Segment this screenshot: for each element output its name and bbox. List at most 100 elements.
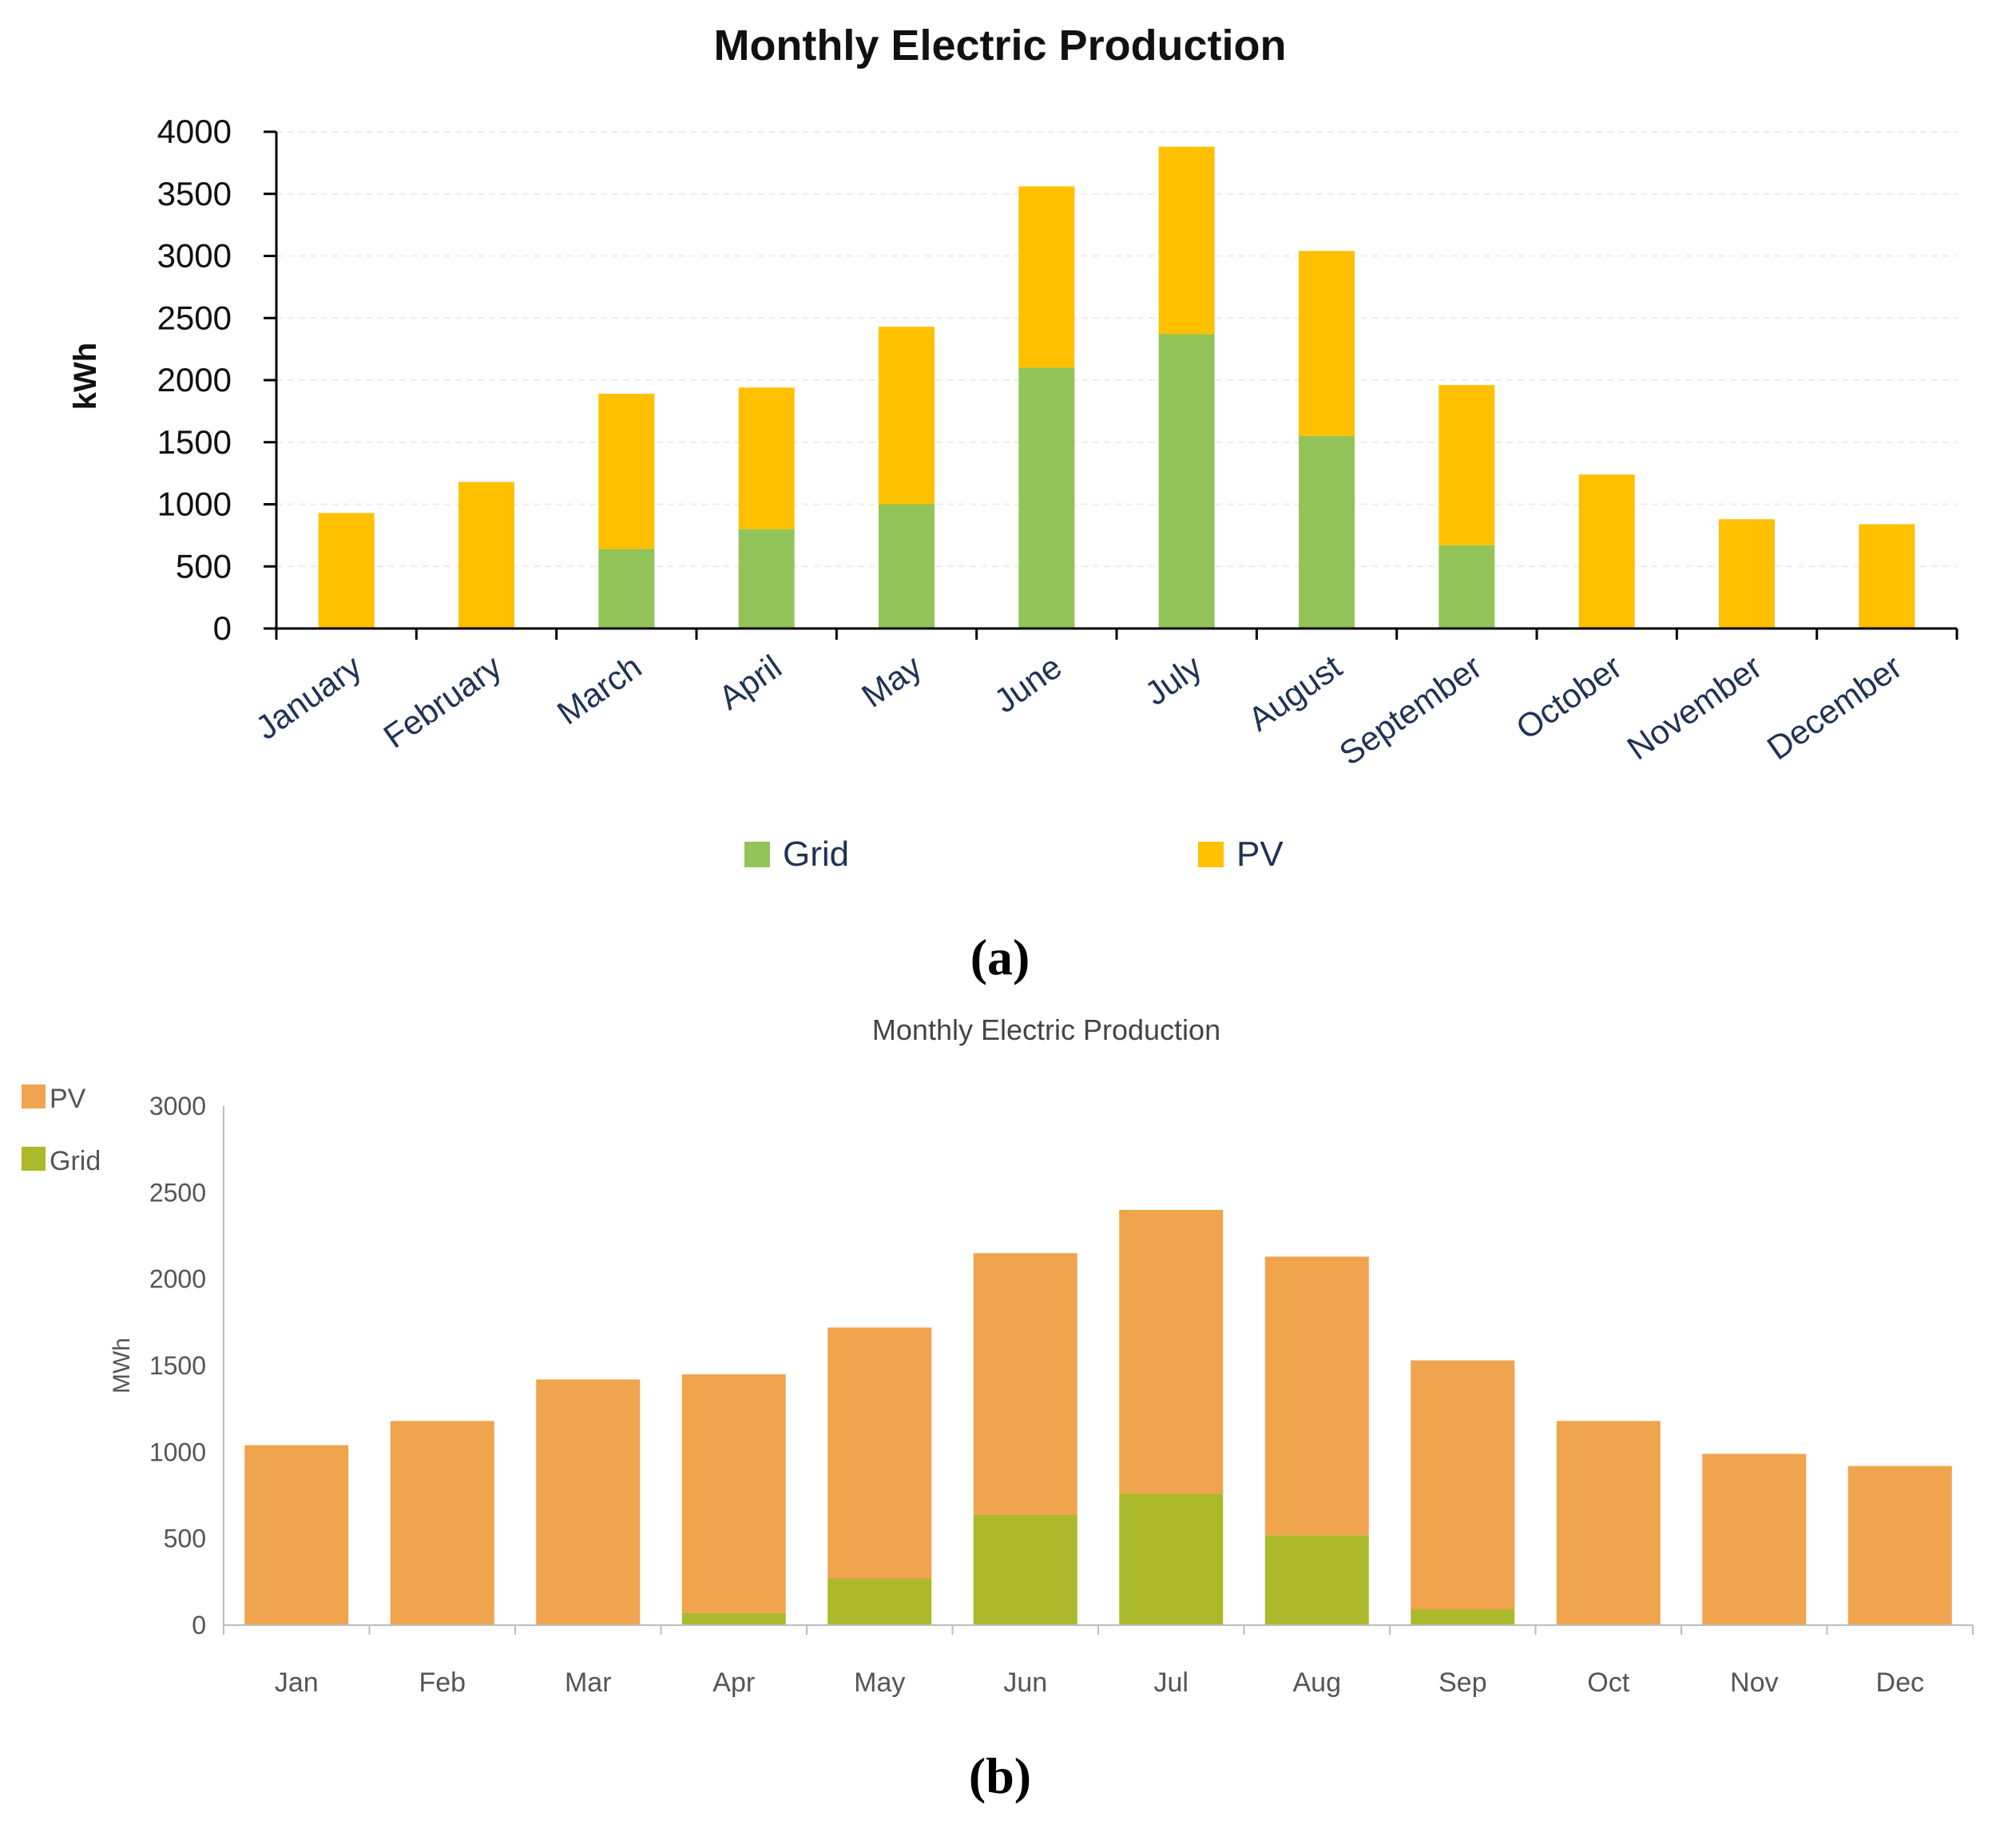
chart-b-legend: PV Grid	[22, 1084, 101, 1176]
bar-pv-april	[738, 387, 795, 529]
legend-swatch-pv-a	[1198, 842, 1224, 867]
y-tick-label: 2000	[157, 361, 232, 399]
x-tick-label: May	[855, 648, 928, 715]
bar-grid-august	[1299, 435, 1355, 628]
chart-b-axes	[223, 1106, 1974, 1635]
x-tick-label: Jun	[1003, 1667, 1047, 1698]
bar-pv-nov	[1702, 1453, 1807, 1625]
bar-pv-oct	[1556, 1421, 1661, 1625]
chart-a-bars	[318, 146, 1915, 628]
bar-grid-sep	[1411, 1609, 1515, 1625]
y-tick-label: 2000	[149, 1265, 206, 1294]
x-tick-label: Mar	[565, 1667, 612, 1698]
bar-pv-july	[1158, 146, 1215, 335]
bar-pv-february	[458, 482, 514, 628]
bar-pv-jan	[244, 1445, 349, 1625]
x-tick-label: Aug	[1293, 1667, 1342, 1698]
chart-b: Monthly Electric Production PV Grid 0 500…	[22, 1013, 1974, 1804]
bar-grid-jun	[973, 1514, 1077, 1625]
y-tick-label: 2500	[157, 299, 232, 336]
y-tick-label: 500	[164, 1525, 206, 1553]
legend-swatch-pv-b	[22, 1084, 46, 1108]
x-tick-label: May	[854, 1667, 905, 1698]
y-tick-label: 500	[176, 547, 232, 585]
bar-grid-may	[879, 504, 935, 628]
y-tick-label: 1500	[149, 1351, 206, 1380]
legend-label-pv-a: PV	[1236, 835, 1284, 874]
chart-a-gridlines	[276, 131, 1957, 568]
bar-grid-apr	[681, 1612, 786, 1625]
y-tick-label: 1000	[149, 1437, 206, 1466]
bar-pv-december	[1859, 524, 1915, 628]
bar-grid-april	[738, 529, 795, 628]
bar-pv-march	[598, 394, 655, 549]
x-tick-label: Nov	[1730, 1667, 1778, 1698]
x-tick-label: December	[1760, 648, 1909, 767]
bar-grid-july	[1158, 334, 1215, 628]
chart-a-title: Monthly Electric Production	[713, 22, 1286, 69]
y-tick-label: 3000	[157, 237, 232, 275]
chart-b-y-ticks: 0 500 1000 1500 2000 2500 3000	[149, 1092, 206, 1640]
bar-pv-sep	[1411, 1360, 1515, 1610]
x-tick-label: March	[550, 648, 649, 732]
bar-pv-october	[1578, 474, 1635, 628]
x-tick-label: February	[377, 648, 509, 755]
x-tick-label: Dec	[1876, 1667, 1924, 1698]
chart-a-y-ticks: 0 500 1000 1500 2000 2500 3000 3500 4000	[157, 113, 232, 647]
y-tick-label: 2500	[149, 1178, 206, 1207]
bar-grid-march	[598, 549, 655, 628]
panel-label-b: (b)	[969, 1747, 1031, 1804]
x-tick-label: July	[1138, 648, 1208, 712]
chart-a-x-ticks: January February March April May June July Augu…	[248, 648, 1908, 773]
bar-pv-aug	[1264, 1256, 1369, 1536]
x-tick-label: November	[1620, 648, 1768, 767]
x-tick-label: January	[248, 648, 367, 747]
x-tick-label: Jul	[1154, 1667, 1189, 1698]
chart-a: Monthly Electric Production 0 500 1000 1500…	[68, 22, 1958, 985]
chart-a-axes	[264, 130, 1958, 640]
y-tick-label: 1000	[157, 486, 232, 523]
bar-grid-september	[1439, 545, 1495, 628]
chart-b-x-ticks: Jan Feb Mar Apr May Jun Jul Aug Sep Oct Nov Dec	[275, 1667, 1924, 1698]
x-tick-label: April	[712, 648, 788, 717]
x-tick-label: Jan	[275, 1667, 319, 1698]
legend-label-pv-b: PV	[50, 1084, 86, 1114]
chart-b-bars	[244, 1210, 1952, 1625]
legend-label-grid-b: Grid	[50, 1146, 101, 1176]
bar-grid-aug	[1264, 1535, 1369, 1625]
bar-pv-dec	[1847, 1465, 1952, 1625]
bar-grid-jul	[1119, 1493, 1224, 1625]
bar-pv-jul	[1119, 1210, 1224, 1494]
chart-a-legend: Grid PV	[744, 835, 1284, 874]
legend-label-grid-a: Grid	[783, 835, 849, 874]
legend-swatch-grid-b	[22, 1147, 46, 1171]
bar-pv-jun	[973, 1253, 1077, 1515]
x-tick-label: Feb	[419, 1667, 466, 1698]
y-tick-label: 3000	[149, 1092, 206, 1120]
y-tick-label: 3500	[157, 175, 232, 212]
bar-pv-june	[1018, 186, 1075, 368]
x-tick-label: Sep	[1439, 1667, 1487, 1698]
y-tick-label: 1500	[157, 423, 232, 461]
legend-swatch-grid-a	[744, 842, 770, 867]
y-tick-label: 0	[192, 1611, 206, 1640]
x-tick-label: June	[987, 648, 1069, 720]
bar-pv-may	[879, 327, 935, 505]
y-tick-label: 4000	[157, 113, 232, 150]
x-tick-label: August	[1241, 648, 1348, 739]
bar-grid-june	[1018, 367, 1075, 628]
x-tick-label: September	[1332, 648, 1488, 772]
bar-pv-august	[1299, 251, 1355, 436]
bar-pv-apr	[681, 1374, 786, 1613]
y-tick-label: 0	[213, 609, 232, 647]
bar-pv-january	[318, 513, 375, 628]
chart-b-title: Monthly Electric Production	[872, 1013, 1220, 1046]
bar-pv-september	[1439, 385, 1495, 545]
chart-a-y-axis-label: kWh	[68, 343, 103, 410]
bar-grid-may	[827, 1578, 932, 1625]
x-tick-label: Apr	[712, 1667, 755, 1698]
chart-b-y-axis-label: MWh	[109, 1338, 135, 1394]
panel-label-a: (a)	[970, 929, 1030, 985]
bar-pv-may	[827, 1327, 932, 1579]
